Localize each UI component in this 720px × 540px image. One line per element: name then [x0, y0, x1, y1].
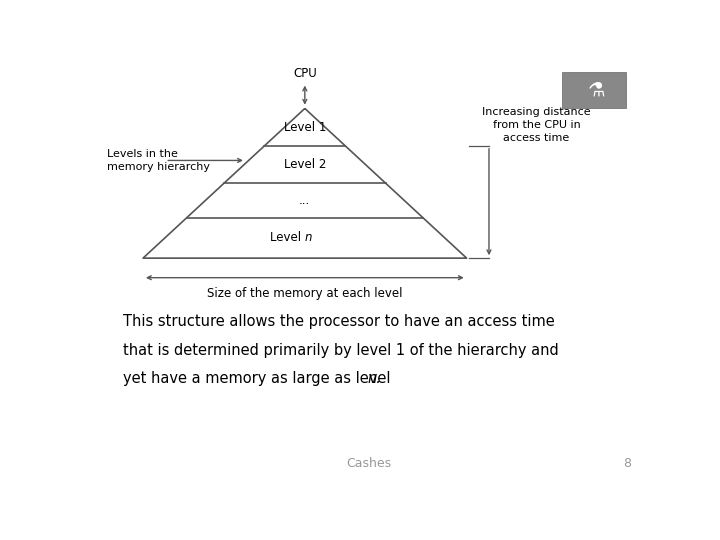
- Text: yet have a memory as large as level: yet have a memory as large as level: [124, 371, 395, 386]
- Text: Level: Level: [270, 232, 305, 245]
- Text: Level 1: Level 1: [284, 120, 326, 134]
- Text: n: n: [305, 232, 312, 245]
- Text: n.: n.: [368, 371, 382, 386]
- Text: ...: ...: [300, 194, 310, 207]
- Text: 8: 8: [624, 457, 631, 470]
- Text: Increasing distance
from the CPU in
access time: Increasing distance from the CPU in acce…: [482, 107, 590, 143]
- Bar: [562, 72, 626, 109]
- Text: CPU: CPU: [293, 67, 317, 80]
- Text: that is determined primarily by level 1 of the hierarchy and: that is determined primarily by level 1 …: [124, 342, 559, 357]
- Text: This structure allows the processor to have an access time: This structure allows the processor to h…: [124, 314, 555, 329]
- Text: Size of the memory at each level: Size of the memory at each level: [207, 287, 402, 300]
- Text: Cashes: Cashes: [346, 457, 392, 470]
- Text: Level 2: Level 2: [284, 158, 326, 171]
- Text: ⚗: ⚗: [588, 80, 606, 100]
- Text: Levels in the
memory hierarchy: Levels in the memory hierarchy: [107, 149, 210, 172]
